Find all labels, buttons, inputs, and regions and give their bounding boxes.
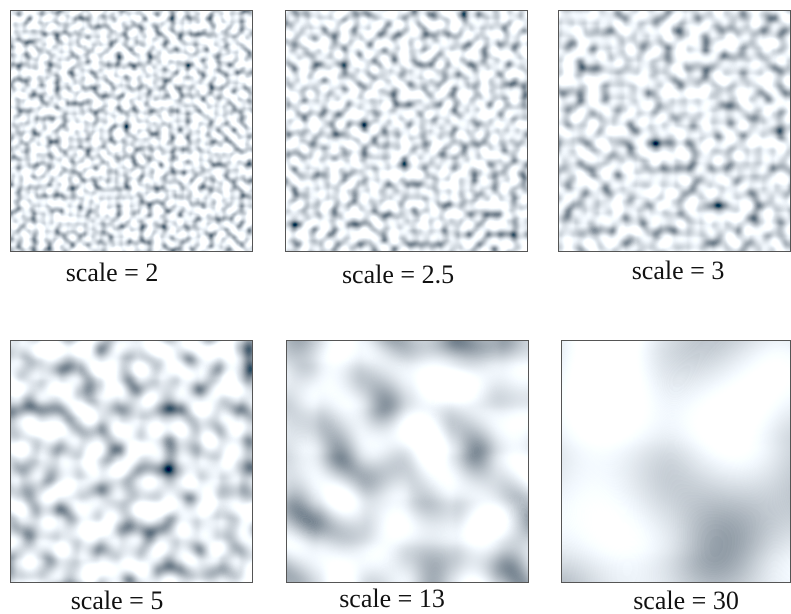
figure: scale = 2 scale = 2.5 scale = 3 scale = … bbox=[0, 0, 791, 614]
panel: scale = 3 bbox=[558, 10, 791, 285]
caption: scale = 2 bbox=[66, 258, 159, 287]
panel: scale = 5 bbox=[10, 340, 253, 614]
caption: scale = 5 bbox=[71, 586, 164, 614]
noise-image bbox=[286, 340, 529, 583]
noise-image bbox=[285, 10, 528, 252]
caption: scale = 30 bbox=[633, 586, 739, 614]
noise-image bbox=[561, 340, 790, 583]
panel: scale = 13 bbox=[286, 340, 529, 613]
caption: scale = 2.5 bbox=[342, 260, 454, 289]
panel: scale = 2 bbox=[10, 10, 253, 287]
panel: scale = 2.5 bbox=[285, 10, 528, 289]
noise-image bbox=[558, 10, 790, 252]
caption: scale = 3 bbox=[632, 256, 725, 285]
caption: scale = 13 bbox=[339, 584, 445, 613]
noise-image bbox=[10, 340, 253, 583]
panel: scale = 30 bbox=[561, 340, 791, 614]
noise-image bbox=[10, 10, 253, 252]
